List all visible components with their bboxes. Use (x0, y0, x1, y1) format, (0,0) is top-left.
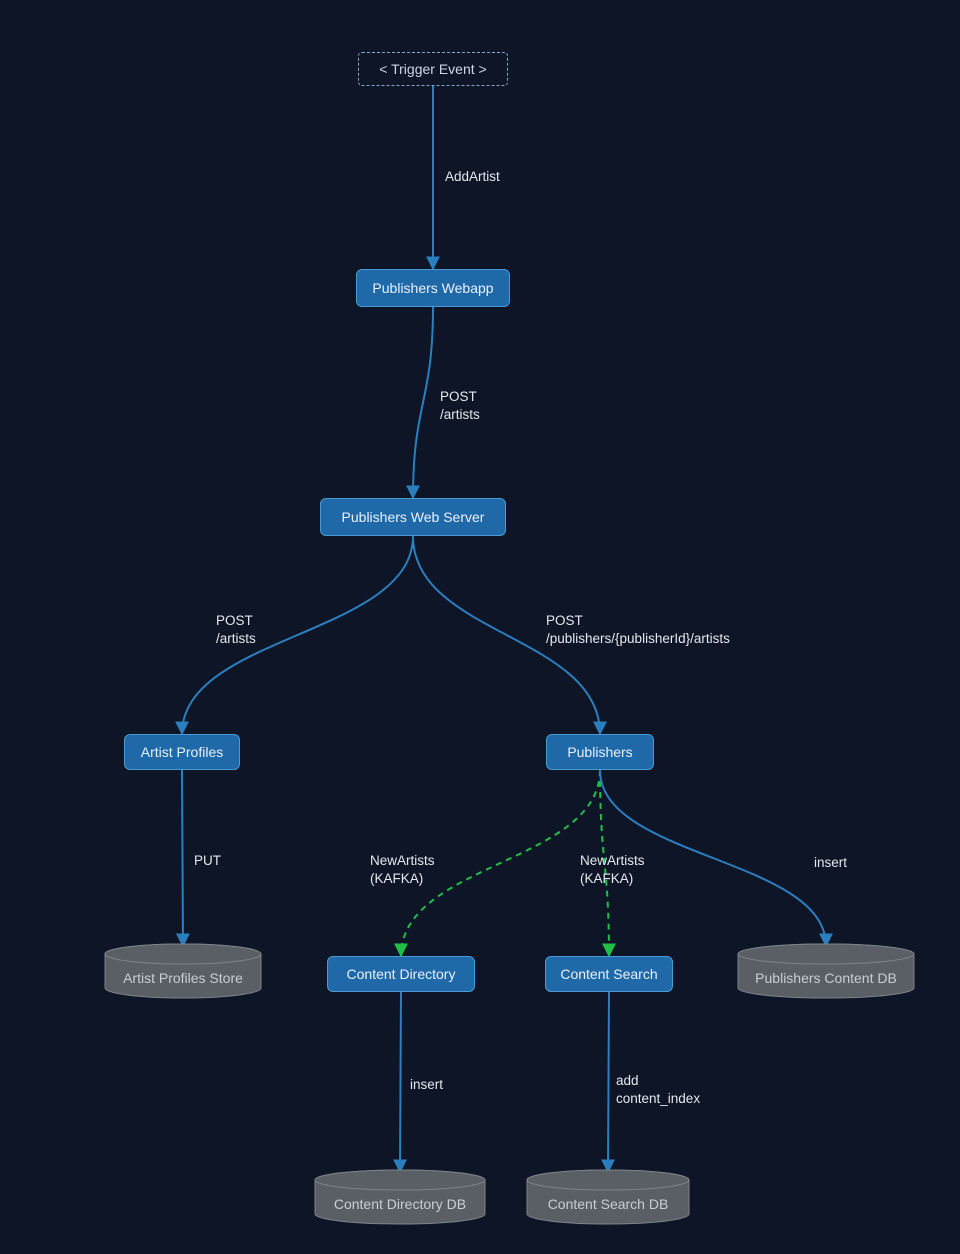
edge-label-e1: AddArtist (445, 168, 500, 186)
edge-label-e4: POST /publishers/{publisherId}/artists (546, 612, 730, 648)
edge-e9 (400, 992, 401, 1172)
edge-e5 (182, 770, 183, 946)
node-publishers: Publishers (546, 734, 654, 770)
node-webapp: Publishers Webapp (356, 269, 510, 307)
node-contdir: Content Directory (327, 956, 475, 992)
edge-label-e7: NewArtists (KAFKA) (580, 852, 645, 888)
edge-e10 (608, 992, 609, 1172)
node-trigger: < Trigger Event > (358, 52, 508, 86)
node-csrchdb: Content Search DB (527, 1184, 689, 1224)
edge-label-e2: POST /artists (440, 388, 480, 424)
edge-label-e9: insert (410, 1076, 443, 1094)
node-cdirdb: Content Directory DB (315, 1184, 485, 1224)
diagram-canvas (0, 0, 960, 1254)
edge-e2 (413, 307, 433, 498)
node-artistpf: Artist Profiles (124, 734, 240, 770)
edge-label-e6: NewArtists (KAFKA) (370, 852, 435, 888)
node-pubdb: Publishers Content DB (738, 958, 914, 998)
edge-label-e3: POST /artists (216, 612, 256, 648)
edge-label-e10: add content_index (616, 1072, 700, 1108)
edge-label-e5: PUT (194, 852, 221, 870)
node-webserver: Publishers Web Server (320, 498, 506, 536)
node-apstore: Artist Profiles Store (105, 958, 261, 998)
edge-label-e8: insert (814, 854, 847, 872)
node-contsearch: Content Search (545, 956, 673, 992)
